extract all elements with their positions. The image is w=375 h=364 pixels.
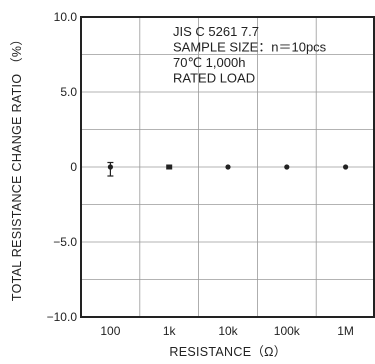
y-tick-label: 10.0 <box>54 10 78 24</box>
y-tick-labels: 10.0 5.0 0 −5.0 −10.0 <box>47 10 78 324</box>
data-point <box>225 164 231 170</box>
plot-frame <box>80 16 375 318</box>
x-tick-label: 1k <box>163 324 177 338</box>
data-point <box>343 164 349 170</box>
y-tick-label: 5.0 <box>60 85 77 99</box>
data-point <box>284 164 290 170</box>
annotation-line: SAMPLE SIZE：n＝10pcs <box>173 40 327 55</box>
x-tick-label: 100 <box>100 324 120 338</box>
annotation-line: RATED LOAD <box>173 71 255 86</box>
annotation-line: 70℃ 1,000h <box>173 55 245 70</box>
y-tick-label: −10.0 <box>47 310 78 324</box>
x-tick-label: 1M <box>337 324 354 338</box>
x-tick-label: 10k <box>218 324 238 338</box>
y-tick-label: −5.0 <box>53 235 77 249</box>
x-tick-labels: 100 1k 10k 100k 1M <box>100 324 354 338</box>
y-tick-label: 0 <box>70 160 77 174</box>
y-axis-label: TOTAL RESISTANCE CHANGE RATIO （%） <box>10 33 24 301</box>
x-tick-label: 100k <box>274 324 301 338</box>
data-point <box>166 164 173 170</box>
grid <box>81 17 375 317</box>
data-points <box>107 161 349 177</box>
data-point <box>107 164 113 170</box>
x-axis-label: RESISTANCE（Ω） <box>169 345 286 359</box>
annotation-line: JIS C 5261 7.7 <box>173 24 259 39</box>
